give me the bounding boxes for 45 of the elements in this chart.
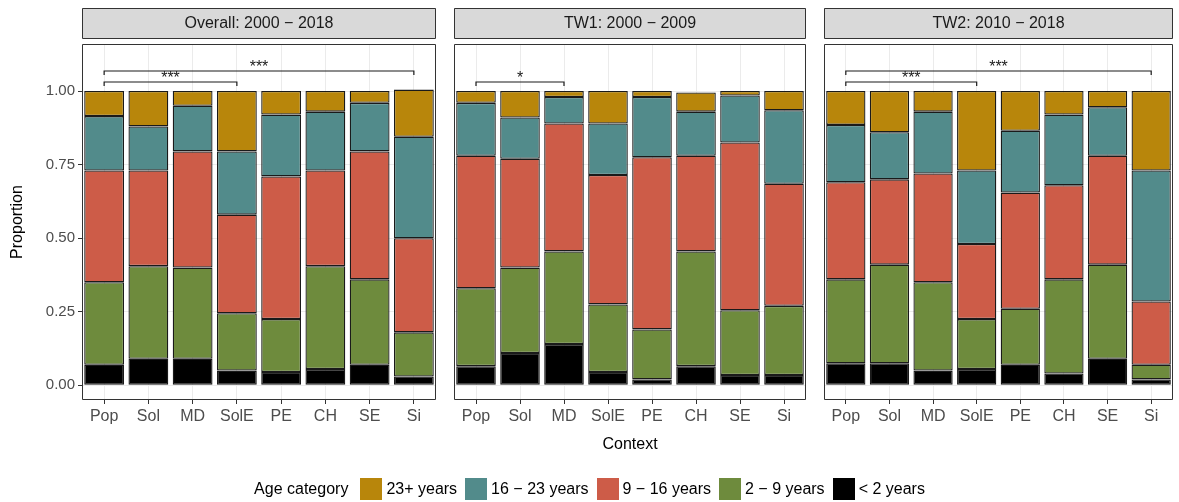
x-tick-label: CH bbox=[313, 407, 337, 425]
legend-label: 2 − 9 years bbox=[745, 480, 825, 498]
x-axis-title: Context bbox=[602, 434, 659, 452]
x-tick-label: MD bbox=[920, 407, 946, 425]
x-tick-label: CH bbox=[1052, 407, 1076, 425]
x-tick-label: SolE bbox=[591, 407, 625, 425]
y-tick-label: 1.00 bbox=[45, 81, 75, 99]
x-tick-label: Si bbox=[406, 407, 421, 425]
x-tick-label: Pop bbox=[461, 407, 491, 425]
x-tick-label: Si bbox=[776, 407, 792, 425]
annotation: *** bbox=[989, 58, 1008, 76]
x-tick-label: MD bbox=[180, 407, 206, 425]
x-tick-label: CH bbox=[684, 407, 708, 425]
x-tick-label: PE bbox=[641, 407, 663, 425]
x-tick-label: SE bbox=[729, 407, 751, 425]
chart-title: Overall: 2000 − 2018 bbox=[184, 14, 334, 32]
annotation: *** bbox=[161, 69, 180, 87]
y-axis-title: Proportion bbox=[8, 185, 26, 259]
y-tick-label: 0.75 bbox=[45, 154, 75, 172]
x-tick-label: Sol bbox=[136, 407, 160, 425]
y-tick-label: 0.00 bbox=[45, 375, 75, 393]
x-tick-label: Pop bbox=[831, 407, 861, 425]
legend-label: < 2 years bbox=[858, 480, 925, 498]
x-tick-label: PE bbox=[1009, 407, 1031, 425]
x-tick-label: SolE bbox=[219, 407, 254, 425]
x-tick-label: SolE bbox=[959, 407, 994, 425]
legend-title: Age category bbox=[254, 480, 349, 498]
x-tick-label: Sol bbox=[508, 407, 532, 425]
annotation: *** bbox=[249, 58, 269, 76]
legend-label: 23+ years bbox=[386, 480, 458, 498]
x-tick-label: SE bbox=[358, 407, 381, 425]
legend-label: 16 − 23 years bbox=[491, 480, 589, 498]
y-tick-label: 0.25 bbox=[45, 301, 75, 319]
chart-title: TW2: 2010 − 2018 bbox=[932, 14, 1065, 32]
annotation: * bbox=[516, 69, 524, 87]
x-tick-label: Si bbox=[1144, 407, 1159, 425]
y-tick-label: 0.50 bbox=[45, 228, 75, 246]
x-tick-label: Sol bbox=[877, 407, 901, 425]
x-tick-label: PE bbox=[270, 407, 292, 425]
legend-label: 9 − 16 years bbox=[622, 480, 712, 498]
x-tick-label: SE bbox=[1096, 407, 1119, 425]
x-tick-label: Pop bbox=[89, 407, 119, 425]
chart-title: TW1: 2000 − 2009 bbox=[563, 14, 697, 32]
x-tick-label: MD bbox=[551, 407, 577, 425]
annotation: *** bbox=[901, 69, 921, 87]
